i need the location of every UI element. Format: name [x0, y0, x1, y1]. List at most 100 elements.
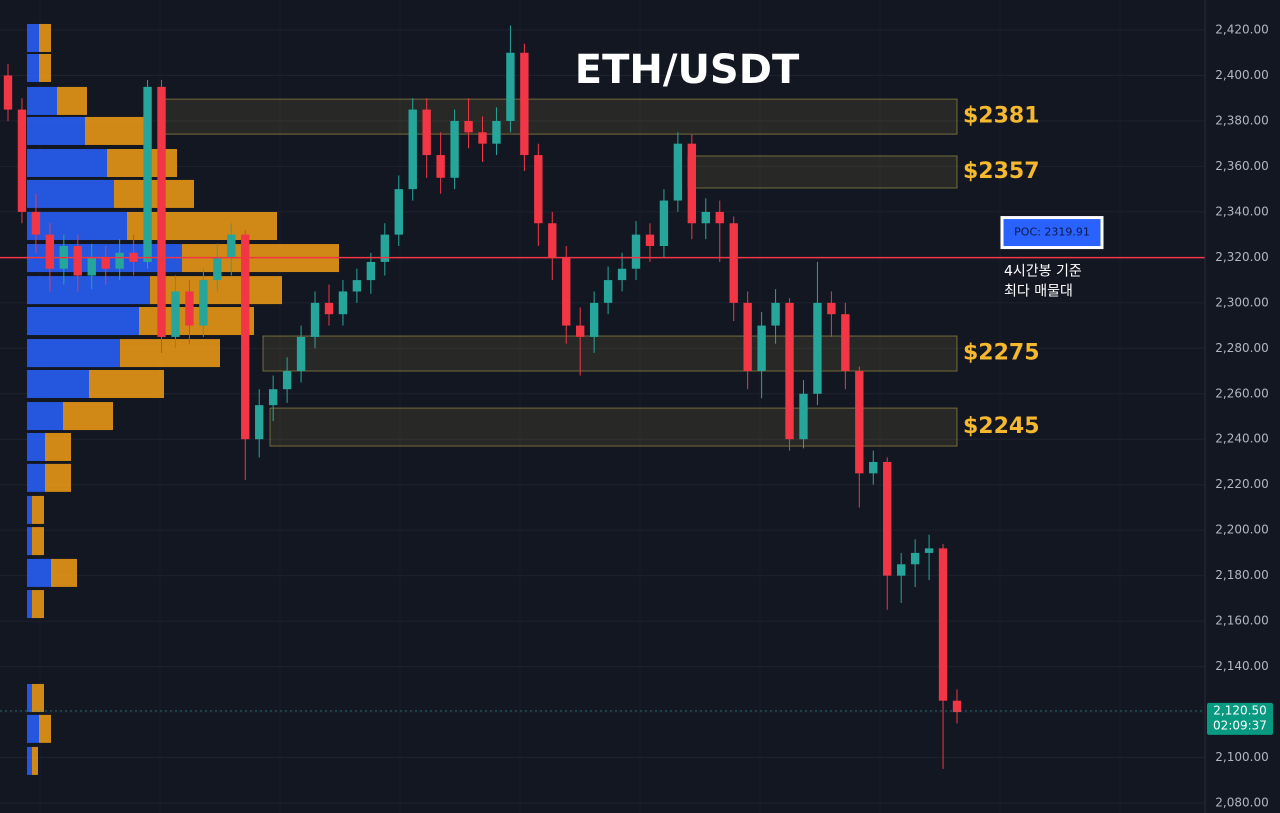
annotation: 4시간봉 기준: [1004, 264, 1082, 280]
profile-sell: [107, 149, 177, 178]
profile-buy: [27, 276, 150, 305]
profile-buy: [27, 179, 114, 208]
candle-body: [617, 268, 627, 281]
profile-buy: [27, 590, 32, 619]
profile-buy: [27, 683, 32, 712]
y-tick-label: 2,260.00: [1215, 386, 1268, 400]
y-tick-label: 2,220.00: [1215, 477, 1268, 491]
y-tick-label: 2,320.00: [1215, 250, 1268, 264]
candle-body: [255, 405, 264, 440]
zone-label: $2275: [963, 341, 1040, 366]
countdown: 02:09:37: [1213, 718, 1267, 732]
y-tick-label: 2,280.00: [1215, 341, 1268, 355]
profile-buy: [27, 211, 127, 240]
candle-body: [757, 325, 766, 372]
profile-sell: [127, 211, 277, 240]
candle-body: [506, 52, 515, 121]
y-tick-label: 2,140.00: [1215, 659, 1268, 673]
profile-sell: [45, 432, 71, 461]
candle-body: [3, 75, 13, 110]
profile-sell: [32, 683, 44, 712]
profile-sell: [32, 495, 44, 524]
annotation: 최다 매물대: [1004, 284, 1073, 300]
candle-body: [576, 325, 585, 337]
candle-body: [589, 302, 599, 337]
candle-body: [241, 234, 250, 440]
profile-sell: [89, 369, 164, 398]
candle-body: [115, 252, 124, 269]
grid: [0, 29, 1205, 804]
profile-sell: [57, 86, 87, 115]
y-tick-label: 2,160.00: [1215, 614, 1268, 628]
profile-sell: [120, 339, 220, 368]
y-tick-label: 2,100.00: [1215, 750, 1268, 764]
profile-buy: [27, 402, 63, 431]
candle-body: [827, 302, 836, 315]
candle-body: [701, 211, 710, 224]
profile-buy: [27, 558, 51, 587]
candle-body: [869, 461, 878, 474]
candle-body: [324, 302, 334, 315]
candle-body: [296, 336, 306, 372]
candle-body: [924, 548, 934, 553]
candle-body: [101, 257, 110, 269]
profile-sell: [39, 714, 51, 743]
y-tick-label: 2,200.00: [1215, 523, 1268, 537]
candle-body: [659, 200, 669, 246]
y-tick-label: 2,400.00: [1215, 68, 1268, 82]
candle-body: [492, 120, 501, 144]
profile-sell: [85, 116, 147, 145]
candle-body: [520, 52, 529, 156]
candle-body: [366, 261, 376, 281]
profile-buy: [27, 53, 39, 82]
candle-body: [478, 132, 487, 144]
zone-label: $2245: [963, 414, 1040, 439]
profile-sell: [32, 746, 38, 775]
candle-body: [185, 291, 194, 326]
last-price-box: [1207, 702, 1273, 735]
chart-title: ETH/USDT: [575, 47, 800, 93]
candle-body: [143, 86, 152, 262]
profile-buy: [27, 86, 57, 115]
candle-body: [896, 564, 906, 576]
candle-body: [87, 257, 96, 276]
candle-body: [841, 314, 850, 372]
y-tick-label: 2,180.00: [1215, 568, 1268, 582]
profile-buy: [27, 116, 85, 145]
y-tick-label: 2,340.00: [1215, 204, 1268, 218]
candle-body: [282, 371, 292, 390]
candle-body: [380, 234, 389, 262]
profile-sell: [32, 590, 44, 619]
profile-buy: [27, 495, 32, 524]
candle-body: [938, 548, 948, 701]
candle-body: [450, 120, 459, 178]
candle-body: [394, 189, 403, 235]
zone: [164, 98, 958, 135]
y-tick-label: 2,300.00: [1215, 295, 1268, 309]
candle-body: [436, 155, 445, 178]
profile-buy: [27, 746, 32, 775]
candle-body: [157, 86, 166, 337]
candle-body: [408, 109, 417, 190]
price-axis: 2,080.002,100.002,120.002,140.002,160.00…: [1207, 23, 1273, 809]
profile-sell: [45, 463, 71, 492]
candle-body: [715, 211, 724, 224]
y-tick-label: 2,080.00: [1215, 795, 1268, 809]
profile-sell: [39, 53, 51, 82]
candle-body: [729, 223, 738, 303]
y-tick-label: 2,360.00: [1215, 159, 1268, 173]
candle-body: [813, 302, 822, 394]
y-tick-label: 2,240.00: [1215, 432, 1268, 446]
profile-buy: [27, 463, 45, 492]
y-tick-label: 2,380.00: [1215, 113, 1268, 127]
profile-sell: [32, 527, 44, 556]
candle-body: [645, 234, 655, 246]
candle-body: [534, 155, 543, 224]
candle-body: [31, 211, 41, 235]
candle-body: [743, 302, 752, 372]
candle-body: [338, 291, 348, 315]
candle-body: [268, 389, 278, 406]
zone-label: $2381: [963, 104, 1040, 129]
zone: [687, 155, 958, 189]
profile-buy: [27, 149, 107, 178]
